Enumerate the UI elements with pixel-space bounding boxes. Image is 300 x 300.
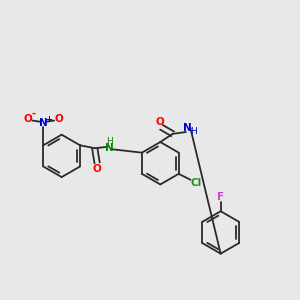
Text: N: N: [183, 123, 192, 133]
Text: N: N: [39, 118, 48, 128]
Text: Cl: Cl: [190, 178, 201, 188]
Text: -: -: [31, 109, 35, 119]
Text: H: H: [106, 137, 113, 146]
Text: O: O: [93, 164, 101, 174]
Text: F: F: [217, 191, 224, 202]
Text: O: O: [55, 114, 64, 124]
Text: H: H: [190, 127, 197, 136]
Text: +: +: [45, 116, 52, 124]
Text: O: O: [23, 114, 32, 124]
Text: O: O: [156, 117, 165, 127]
Text: N: N: [105, 143, 114, 153]
